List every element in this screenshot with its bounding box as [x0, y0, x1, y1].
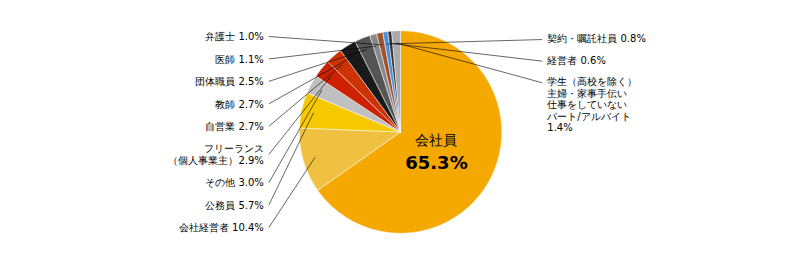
- svg-text:会社員: 会社員: [415, 132, 457, 148]
- svg-text:65.3%: 65.3%: [405, 152, 467, 173]
- svg-text:会社経営者 10.4%: 会社経営者 10.4%: [179, 222, 264, 233]
- svg-text:自営業 2.7%: 自営業 2.7%: [205, 121, 264, 132]
- svg-text:弁護士 1.0%: 弁護士 1.0%: [205, 31, 264, 42]
- svg-text:その他 3.0%: その他 3.0%: [205, 177, 264, 188]
- svg-text:契約・嘱託社員 0.8%: 契約・嘱託社員 0.8%: [547, 33, 646, 44]
- svg-text:教師 2.7%: 教師 2.7%: [215, 98, 264, 109]
- svg-text:経営者 0.6%: 経営者 0.6%: [546, 55, 606, 66]
- svg-text:フリーランス（個人事業主）2.9%: フリーランス（個人事業主）2.9%: [168, 143, 263, 166]
- svg-text:学生（高校を除く）主婦・家事手伝い仕事をしていないパート/ア: 学生（高校を除く）主婦・家事手伝い仕事をしていないパート/アルバイト1.4%: [546, 76, 637, 133]
- svg-text:団体職員 2.5%: 団体職員 2.5%: [195, 76, 264, 87]
- svg-text:医師 1.1%: 医師 1.1%: [215, 54, 264, 65]
- svg-text:公務員 5.7%: 公務員 5.7%: [205, 200, 264, 211]
